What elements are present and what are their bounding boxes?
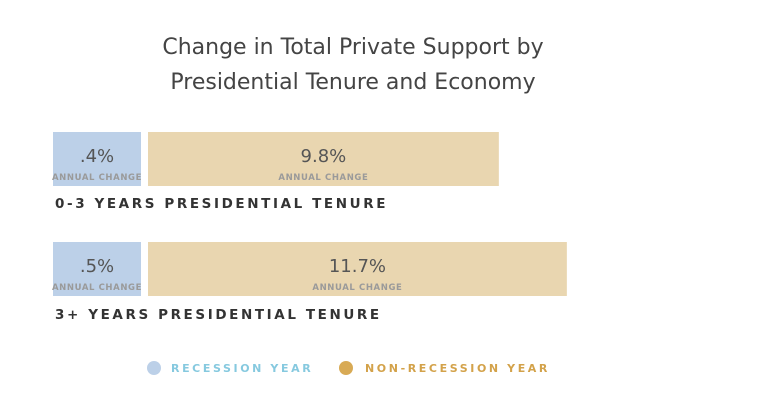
legend-label-recession: RECESSION YEAR — [171, 362, 313, 375]
annual-change-label-recession-1: ANNUAL CHANGE — [52, 283, 142, 293]
legend-label-non-recession: NON-RECESSION YEAR — [365, 362, 550, 375]
data-label-non-recession-0: 9.8% — [301, 146, 347, 167]
annual-change-label-non-recession-1: ANNUAL CHANGE — [312, 283, 402, 293]
bar-recession-1 — [53, 242, 141, 296]
annual-change-label-recession-0: ANNUAL CHANGE — [52, 173, 142, 183]
bar-non-recession-0 — [148, 132, 499, 186]
bar-non-recession-1 — [148, 242, 567, 296]
category-label-0: 0-3 YEARS PRESIDENTIAL TENURE — [55, 196, 388, 212]
data-label-recession-0: .4% — [80, 146, 114, 167]
annual-change-label-non-recession-0: ANNUAL CHANGE — [278, 173, 368, 183]
chart-title-line-2: Presidential Tenure and Economy — [170, 70, 535, 95]
bars-group: .4% ANNUAL CHANGE 9.8% ANNUAL CHANGE 0-3 YEA… — [52, 132, 567, 323]
data-label-non-recession-1: 11.7% — [329, 256, 386, 277]
chart-title-line-1: Change in Total Private Support by — [162, 35, 543, 60]
data-label-recession-1: .5% — [80, 256, 114, 277]
legend-marker-non-recession — [339, 361, 353, 375]
bar-recession-0 — [53, 132, 141, 186]
legend-marker-recession — [147, 361, 161, 375]
category-label-1: 3+ YEARS PRESIDENTIAL TENURE — [55, 307, 382, 323]
legend: RECESSION YEAR NON-RECESSION YEAR — [147, 361, 550, 375]
